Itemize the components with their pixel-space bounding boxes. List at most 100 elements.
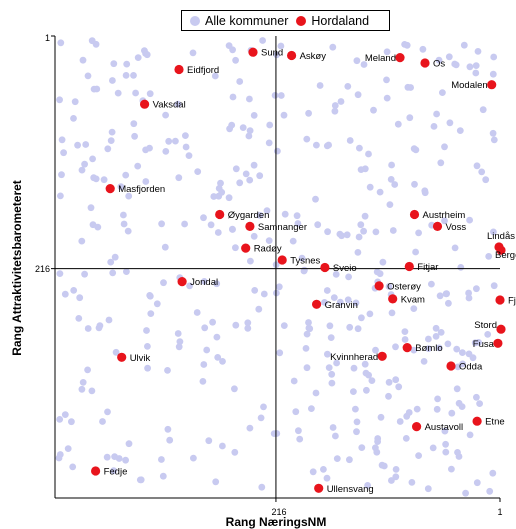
kommune-point	[387, 201, 394, 208]
kommune-point	[377, 270, 384, 277]
kommune-point	[320, 466, 327, 473]
hordaland-point-label: Radøy	[254, 244, 282, 255]
kommune-point	[466, 351, 473, 358]
kommune-point	[74, 142, 81, 149]
kommune-point	[310, 468, 317, 475]
kommune-point	[443, 290, 450, 297]
kommune-point	[212, 478, 219, 485]
hordaland-point	[178, 277, 187, 286]
legend-swatch-hordaland	[296, 16, 306, 26]
kommune-point	[362, 165, 369, 172]
hordaland-point	[493, 339, 502, 348]
kommune-point	[200, 361, 207, 368]
kommune-point	[58, 171, 65, 178]
kommune-point	[324, 287, 331, 294]
kommune-point	[81, 161, 88, 168]
kommune-point	[425, 336, 432, 343]
kommune-point	[346, 324, 353, 331]
kommune-point	[314, 221, 321, 228]
kommune-point	[233, 165, 240, 172]
kommune-point	[324, 475, 331, 482]
kommune-point	[446, 53, 453, 60]
kommune-point	[373, 449, 380, 456]
kommune-point	[215, 229, 222, 236]
kommune-point	[65, 445, 72, 452]
y-tick-1: 1	[45, 33, 50, 43]
kommune-point	[291, 378, 298, 385]
kommune-point	[475, 48, 482, 55]
kommune-point	[123, 72, 130, 79]
hordaland-point	[495, 295, 504, 304]
kommune-point	[247, 258, 254, 265]
kommune-point	[123, 61, 130, 68]
kommune-point	[57, 193, 64, 200]
hordaland-point-label: Austavoll	[425, 422, 464, 433]
hordaland-point-label: Jondal	[190, 277, 218, 288]
kommune-point	[467, 432, 474, 439]
kommune-point	[146, 292, 153, 299]
kommune-point	[181, 221, 188, 228]
kommune-point	[251, 287, 258, 294]
kommune-point	[373, 229, 380, 236]
hordaland-point	[278, 255, 287, 264]
kommune-point	[428, 281, 435, 288]
kommune-point	[240, 124, 247, 131]
kommune-point	[490, 54, 497, 61]
kommune-point	[229, 226, 236, 233]
kommune-point	[251, 233, 258, 240]
hordaland-point-label: Øygarden	[228, 210, 270, 221]
kommune-point	[266, 122, 273, 129]
hordaland-point-label: Ullensvang	[327, 484, 374, 495]
kommune-point	[414, 406, 421, 413]
hordaland-point-label: Fedje	[104, 467, 128, 478]
kommune-point	[144, 51, 151, 58]
kommune-point	[415, 230, 422, 237]
kommune-point	[354, 57, 361, 64]
kommune-point	[246, 96, 253, 103]
kommune-point	[415, 452, 422, 459]
kommune-point	[122, 172, 129, 179]
kommune-point	[462, 490, 469, 497]
kommune-point	[388, 162, 395, 169]
kommune-point	[430, 445, 437, 452]
hordaland-point	[117, 353, 126, 362]
hordaland-point-label: Kvinnherad	[330, 352, 378, 363]
kommune-point	[478, 169, 485, 176]
kommune-point	[165, 426, 172, 433]
kommune-point	[439, 89, 446, 96]
kommune-point	[369, 377, 376, 384]
kommune-point	[296, 436, 303, 443]
kommune-point	[401, 41, 408, 48]
hordaland-point-label: Os	[433, 59, 445, 70]
kommune-point	[389, 310, 396, 317]
kommune-point	[59, 136, 66, 143]
kommune-point	[160, 473, 167, 480]
y-tick-216: 216	[35, 264, 50, 274]
kommune-point	[194, 168, 201, 175]
kommune-point	[474, 479, 481, 486]
kommune-point	[402, 328, 409, 335]
kommune-point	[360, 228, 367, 235]
kommune-point	[81, 271, 88, 278]
kommune-point	[210, 193, 217, 200]
kommune-point	[378, 414, 385, 421]
hordaland-point	[446, 361, 455, 370]
kommune-point	[295, 427, 302, 434]
kommune-point	[75, 315, 82, 322]
legend-item-hordaland: Hordaland	[288, 14, 369, 28]
kommune-point	[304, 331, 311, 338]
kommune-point	[79, 167, 86, 174]
hordaland-point	[473, 417, 482, 426]
kommune-point	[96, 325, 103, 332]
hordaland-point	[388, 294, 397, 303]
kommune-point	[303, 136, 310, 143]
kommune-point	[247, 425, 254, 432]
kommune-point	[457, 264, 464, 271]
kommune-point	[379, 462, 386, 469]
hordaland-point	[320, 263, 329, 272]
hordaland-point-label: Kvam	[401, 294, 425, 305]
x-axis-label: Rang NæringsNM	[226, 515, 327, 529]
kommune-point	[226, 125, 233, 132]
kommune-point	[190, 455, 197, 462]
kommune-point	[251, 162, 258, 169]
